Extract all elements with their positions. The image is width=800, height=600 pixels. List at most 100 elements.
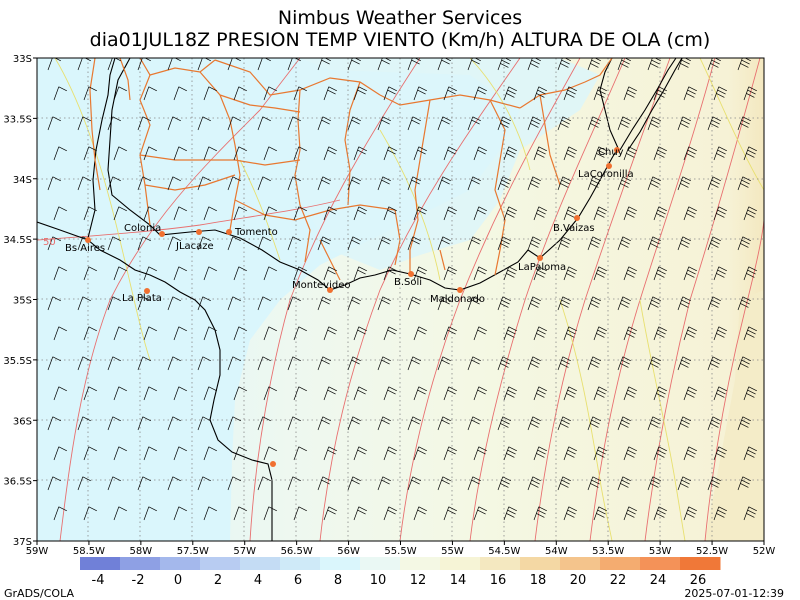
wind-barb [287, 356, 301, 371]
x-axis: 59W 58.5W 58W 57.5W 57W 56.5W 56W 55.5W 55W 54.5W… [26, 541, 775, 557]
wind-barb [437, 356, 451, 371]
wind-barb [587, 58, 601, 71]
wind-barb [77, 476, 91, 491]
colorbar-swatch [200, 557, 241, 570]
wind-barb [47, 296, 61, 311]
wind-barb [47, 176, 61, 191]
wind-barb [227, 416, 241, 431]
wind-barb [743, 386, 757, 401]
wind-barb [317, 58, 331, 71]
wind-barb [467, 296, 481, 311]
wind-barb [263, 326, 277, 341]
wind-barb [167, 236, 181, 251]
wind-barb [107, 176, 121, 191]
wind-barb [503, 266, 517, 281]
wind-barb [503, 506, 517, 521]
wind-barb [743, 86, 757, 101]
x-tick-label: 53W [649, 546, 672, 557]
wind-barb [323, 386, 337, 401]
wind-barb [587, 416, 601, 431]
wind-barb [677, 176, 691, 191]
wind-barb [233, 386, 247, 401]
wind-barb [77, 176, 91, 191]
city-label-montevideo: Montevideo [292, 280, 350, 291]
colorbar-label: 22 [610, 573, 627, 588]
y-tick-label: 37S [13, 537, 32, 548]
wind-barb [413, 266, 427, 281]
wind-barb [683, 86, 697, 101]
wind-barb [143, 446, 157, 461]
wind-barb [323, 86, 337, 101]
wind-barb [623, 326, 637, 341]
wind-barb [413, 386, 427, 401]
wind-barb [257, 356, 271, 371]
wind-barb [323, 146, 337, 161]
wind-barb [473, 506, 487, 521]
wind-barb [413, 506, 427, 521]
wind-barb [653, 266, 667, 281]
wind-barb [107, 116, 121, 131]
wind-barb [293, 506, 307, 521]
wind-barb [617, 476, 631, 491]
colorbar-label: 18 [530, 573, 547, 588]
wind-barb [83, 266, 97, 281]
wind-barb [197, 58, 211, 71]
y-axis: 33S 33.5S 34S 34.5S 35S 35.5S 36S 36.5S 37S [3, 54, 37, 548]
coastline-uruguay [87, 58, 619, 291]
wind-barb [413, 446, 427, 461]
wind-barb [197, 476, 211, 491]
wind-barb [377, 176, 391, 191]
x-tick-label: 59W [26, 546, 49, 557]
wind-barb [377, 476, 391, 491]
wind-barb [683, 386, 697, 401]
wind-barb [683, 506, 697, 521]
wind-barb [617, 356, 631, 371]
wind-barb [113, 446, 127, 461]
wind-barb [437, 58, 451, 71]
wind-barb [683, 206, 697, 221]
wind-barb [137, 356, 151, 371]
wind-barb [713, 326, 727, 341]
wind-barb [557, 416, 571, 431]
wind-barb [653, 506, 667, 521]
wind-barb [203, 206, 217, 221]
wind-barb [497, 176, 511, 191]
wind-barb [83, 386, 97, 401]
wind-barb [497, 116, 511, 131]
colorbar-swatch [160, 557, 201, 570]
wind-barb [533, 446, 547, 461]
wind-barb [557, 116, 571, 131]
wind-barb [683, 326, 697, 341]
wind-barb [233, 146, 247, 161]
wind-barb [737, 236, 751, 251]
wind-barb [443, 446, 457, 461]
wind-barb [443, 86, 457, 101]
city-label-bs-aires: Bs Aires [65, 243, 105, 254]
wind-barb [437, 176, 451, 191]
wind-barb [143, 506, 157, 521]
wind-barb [527, 176, 541, 191]
wind-barb [563, 386, 577, 401]
wind-barb [617, 58, 631, 71]
wind-barb [743, 506, 757, 521]
wind-barb [563, 146, 577, 161]
wind-barb [107, 356, 121, 371]
wind-barb [323, 506, 337, 521]
wind-barb [473, 266, 487, 281]
wind-barb [497, 416, 511, 431]
wind-barb [317, 356, 331, 371]
wind-barb [233, 266, 247, 281]
wind-barb [497, 476, 511, 491]
wind-barb [167, 116, 181, 131]
wind-barb [203, 506, 217, 521]
colorbar-label: 26 [690, 573, 707, 588]
wind-barb [197, 296, 211, 311]
wind-barb [377, 356, 391, 371]
colorbar-label: 24 [650, 573, 667, 588]
wind-barb [293, 386, 307, 401]
colorbar-swatch [520, 557, 561, 570]
wind-barb [737, 176, 751, 191]
wind-barb [677, 476, 691, 491]
wind-barb [683, 266, 697, 281]
wind-barb [263, 386, 277, 401]
